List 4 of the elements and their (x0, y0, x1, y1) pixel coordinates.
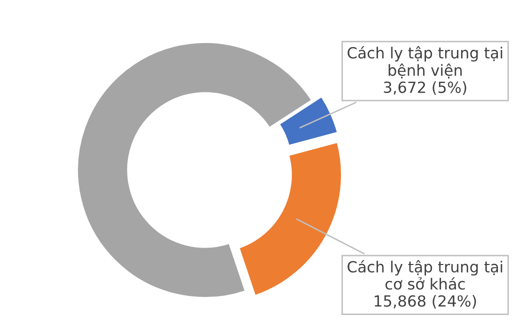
data-label: 3,672 (5%) (384, 81, 466, 95)
slice-label: Cách ly tập trung tại cơ sở khác (348, 260, 502, 290)
data-label: 15,868 (24%) (374, 294, 476, 309)
slice-label: Cách ly tập trung tại bệnh viện (348, 46, 502, 79)
